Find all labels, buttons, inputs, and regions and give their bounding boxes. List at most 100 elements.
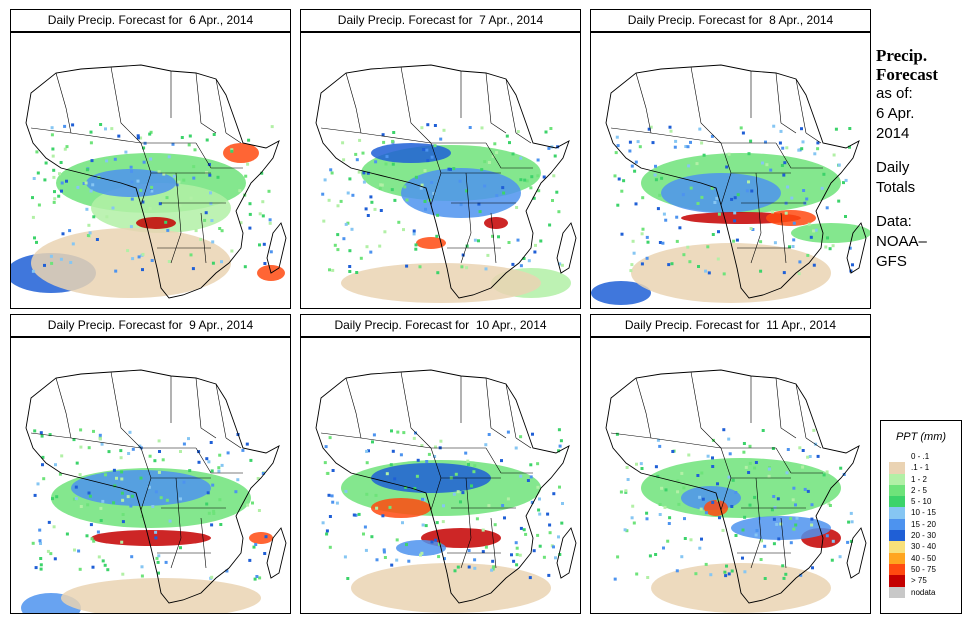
precip-cell bbox=[99, 123, 103, 126]
precip-cell bbox=[101, 499, 105, 503]
precip-cell bbox=[89, 130, 93, 134]
precip-cell bbox=[434, 538, 438, 542]
precip-cell bbox=[619, 490, 623, 494]
precip-cell bbox=[434, 445, 437, 449]
precip-cell bbox=[79, 505, 83, 508]
precip-cell bbox=[549, 127, 553, 130]
precip-cell bbox=[71, 242, 75, 246]
precip-cell bbox=[536, 462, 540, 466]
precip-cell bbox=[99, 506, 103, 510]
precip-cell bbox=[261, 200, 265, 204]
precip-cell bbox=[379, 209, 383, 212]
precip-cell bbox=[199, 237, 203, 241]
precip-cell bbox=[393, 477, 397, 481]
precip-cell bbox=[230, 149, 234, 153]
precip-cell bbox=[558, 262, 562, 266]
precip-cell bbox=[801, 465, 805, 469]
precip-cell bbox=[452, 492, 456, 496]
precip-cell bbox=[426, 123, 430, 127]
precip-cell bbox=[362, 171, 366, 175]
precip-cell bbox=[699, 507, 703, 511]
precip-cell bbox=[519, 264, 523, 268]
precip-cell bbox=[812, 428, 816, 432]
precip-cell bbox=[465, 189, 469, 193]
precip-cell bbox=[50, 133, 54, 137]
precip-cell bbox=[782, 173, 786, 177]
precip-cell bbox=[555, 190, 559, 194]
precip-cell bbox=[811, 566, 814, 570]
precip-cell bbox=[802, 189, 806, 192]
precip-cell bbox=[711, 233, 715, 236]
precip-cell bbox=[785, 146, 789, 150]
precip-cell bbox=[673, 145, 677, 149]
precip-cell bbox=[557, 428, 561, 432]
country-border bbox=[110, 371, 142, 449]
legend-swatch bbox=[889, 484, 905, 497]
precip-cell bbox=[112, 468, 116, 472]
precip-cell bbox=[436, 271, 440, 275]
precip-area bbox=[631, 243, 831, 303]
country-border bbox=[195, 142, 243, 169]
precip-cell bbox=[837, 199, 841, 203]
precip-cell bbox=[39, 542, 42, 545]
country-border bbox=[485, 72, 507, 134]
precip-cell bbox=[552, 492, 556, 496]
precip-cell bbox=[218, 498, 222, 502]
precip-cell bbox=[792, 238, 796, 242]
precip-cell bbox=[750, 189, 754, 193]
precip-cell bbox=[630, 263, 634, 267]
precip-cell bbox=[773, 241, 777, 245]
precip-cell bbox=[85, 207, 89, 211]
precip-cell bbox=[188, 469, 192, 473]
precip-cell bbox=[130, 555, 134, 559]
precip-cell bbox=[806, 489, 810, 493]
precip-cell bbox=[348, 265, 352, 268]
precip-cell bbox=[753, 495, 757, 499]
precip-cell bbox=[326, 471, 330, 475]
precip-cell bbox=[420, 444, 424, 448]
precip-cell bbox=[630, 164, 634, 168]
precip-cell bbox=[483, 160, 487, 164]
legend-item: 0 - .1 bbox=[881, 451, 961, 463]
precip-cell bbox=[92, 539, 96, 543]
precip-cell bbox=[522, 257, 526, 260]
country-border bbox=[690, 371, 722, 449]
precip-cell bbox=[59, 161, 63, 164]
precip-cell bbox=[553, 154, 557, 158]
precip-cell bbox=[727, 437, 731, 441]
precip-cell bbox=[158, 450, 161, 453]
precip-cell bbox=[439, 137, 443, 141]
precip-cell bbox=[167, 260, 171, 263]
precip-area bbox=[249, 532, 273, 544]
forecast-panel-3: Daily Precip. Forecast for 8 Apr., 2014 bbox=[590, 9, 871, 309]
precip-cell bbox=[402, 431, 406, 435]
precip-cell bbox=[203, 218, 207, 222]
precip-cell bbox=[205, 138, 209, 142]
precip-cell bbox=[491, 234, 494, 238]
precip-cell bbox=[532, 196, 536, 200]
precip-cell bbox=[58, 172, 61, 176]
country-border bbox=[610, 127, 652, 134]
precip-cell bbox=[813, 152, 817, 156]
precip-cell bbox=[51, 147, 55, 151]
precip-cell bbox=[730, 569, 734, 573]
precip-cell bbox=[53, 557, 57, 561]
precip-cell bbox=[96, 530, 100, 534]
precip-cell bbox=[380, 183, 384, 187]
precip-cell bbox=[707, 271, 711, 275]
precip-cell bbox=[348, 177, 352, 181]
precip-cell bbox=[628, 140, 632, 144]
precip-cell bbox=[557, 210, 561, 214]
precip-cell bbox=[755, 529, 759, 532]
africa-coastline bbox=[315, 369, 570, 604]
precip-cell bbox=[344, 222, 348, 226]
precip-cell bbox=[369, 250, 373, 254]
precip-cell bbox=[781, 564, 785, 568]
country-border bbox=[485, 377, 507, 439]
precip-cell bbox=[140, 565, 144, 569]
precip-cell bbox=[120, 540, 124, 544]
precip-area bbox=[591, 281, 651, 305]
precip-cell bbox=[419, 553, 422, 557]
precip-cell bbox=[443, 557, 446, 561]
precip-cell bbox=[217, 469, 221, 473]
